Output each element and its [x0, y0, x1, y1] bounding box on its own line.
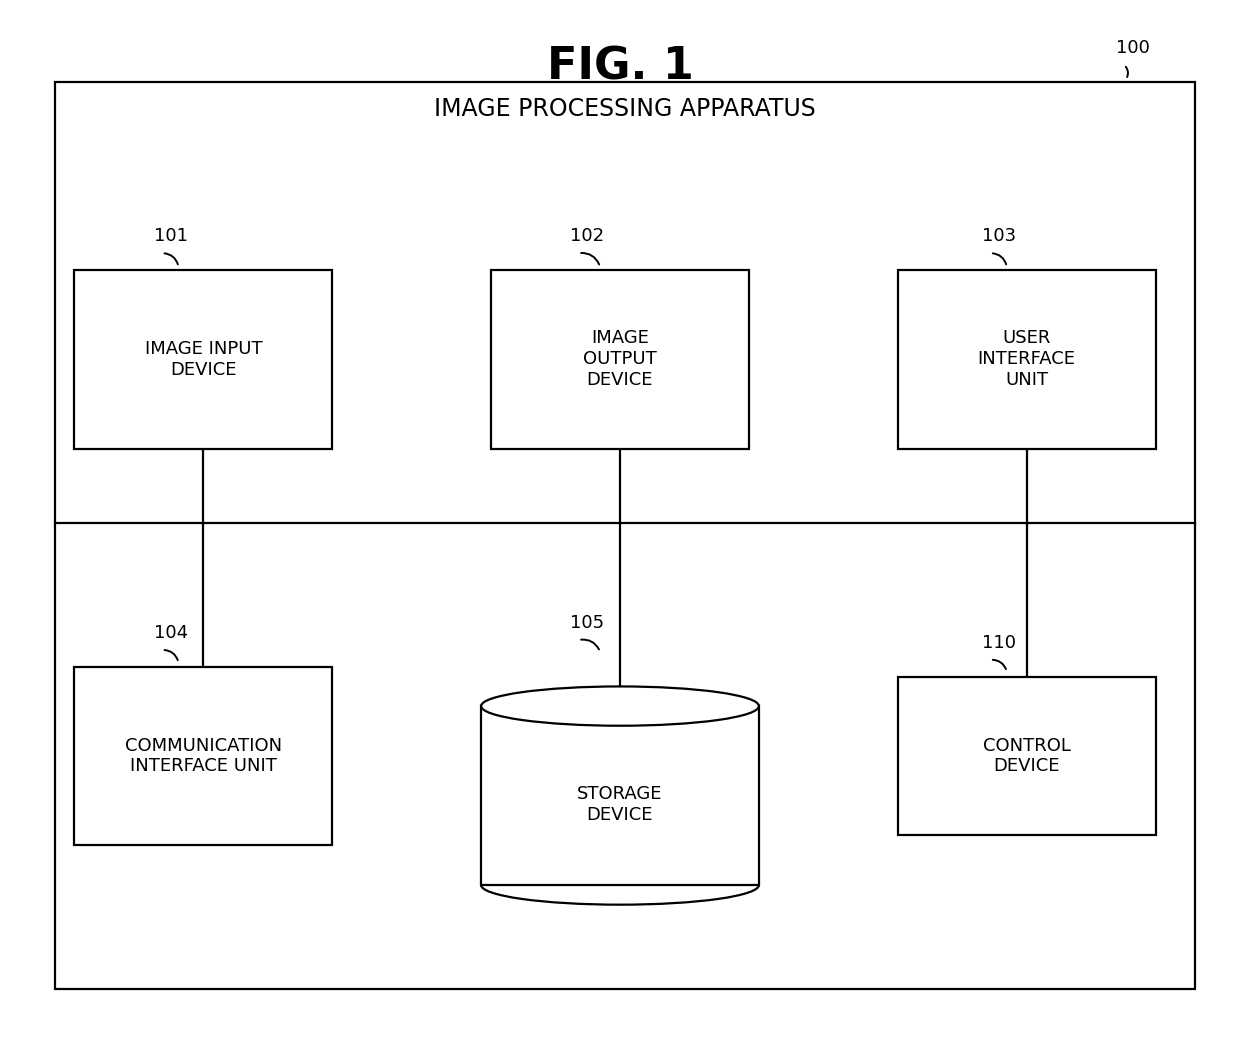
Text: 101: 101 [154, 227, 187, 245]
Bar [898, 677, 1156, 836]
Bar [55, 82, 1195, 989]
Bar [898, 270, 1156, 448]
Bar [491, 270, 749, 448]
Text: COMMUNICATION
INTERFACE UNIT: COMMUNICATION INTERFACE UNIT [125, 737, 281, 775]
Ellipse shape [481, 686, 759, 726]
Text: 110: 110 [982, 634, 1016, 652]
Text: STORAGE
DEVICE: STORAGE DEVICE [578, 785, 662, 824]
Text: IMAGE PROCESSING APPARATUS: IMAGE PROCESSING APPARATUS [434, 98, 816, 121]
Text: FIG. 1: FIG. 1 [547, 46, 693, 88]
Text: USER
INTERFACE
UNIT: USER INTERFACE UNIT [977, 329, 1076, 389]
Text: 100: 100 [1116, 38, 1149, 57]
Text: IMAGE
OUTPUT
DEVICE: IMAGE OUTPUT DEVICE [583, 329, 657, 389]
Bar [74, 666, 332, 845]
Text: 103: 103 [982, 227, 1017, 245]
Text: 105: 105 [570, 614, 605, 632]
Text: 104: 104 [154, 624, 188, 643]
Text: IMAGE INPUT
DEVICE: IMAGE INPUT DEVICE [145, 339, 262, 379]
Text: 102: 102 [570, 227, 605, 245]
Bar [481, 706, 759, 885]
Text: CONTROL
DEVICE: CONTROL DEVICE [983, 737, 1070, 775]
Bar [74, 270, 332, 448]
